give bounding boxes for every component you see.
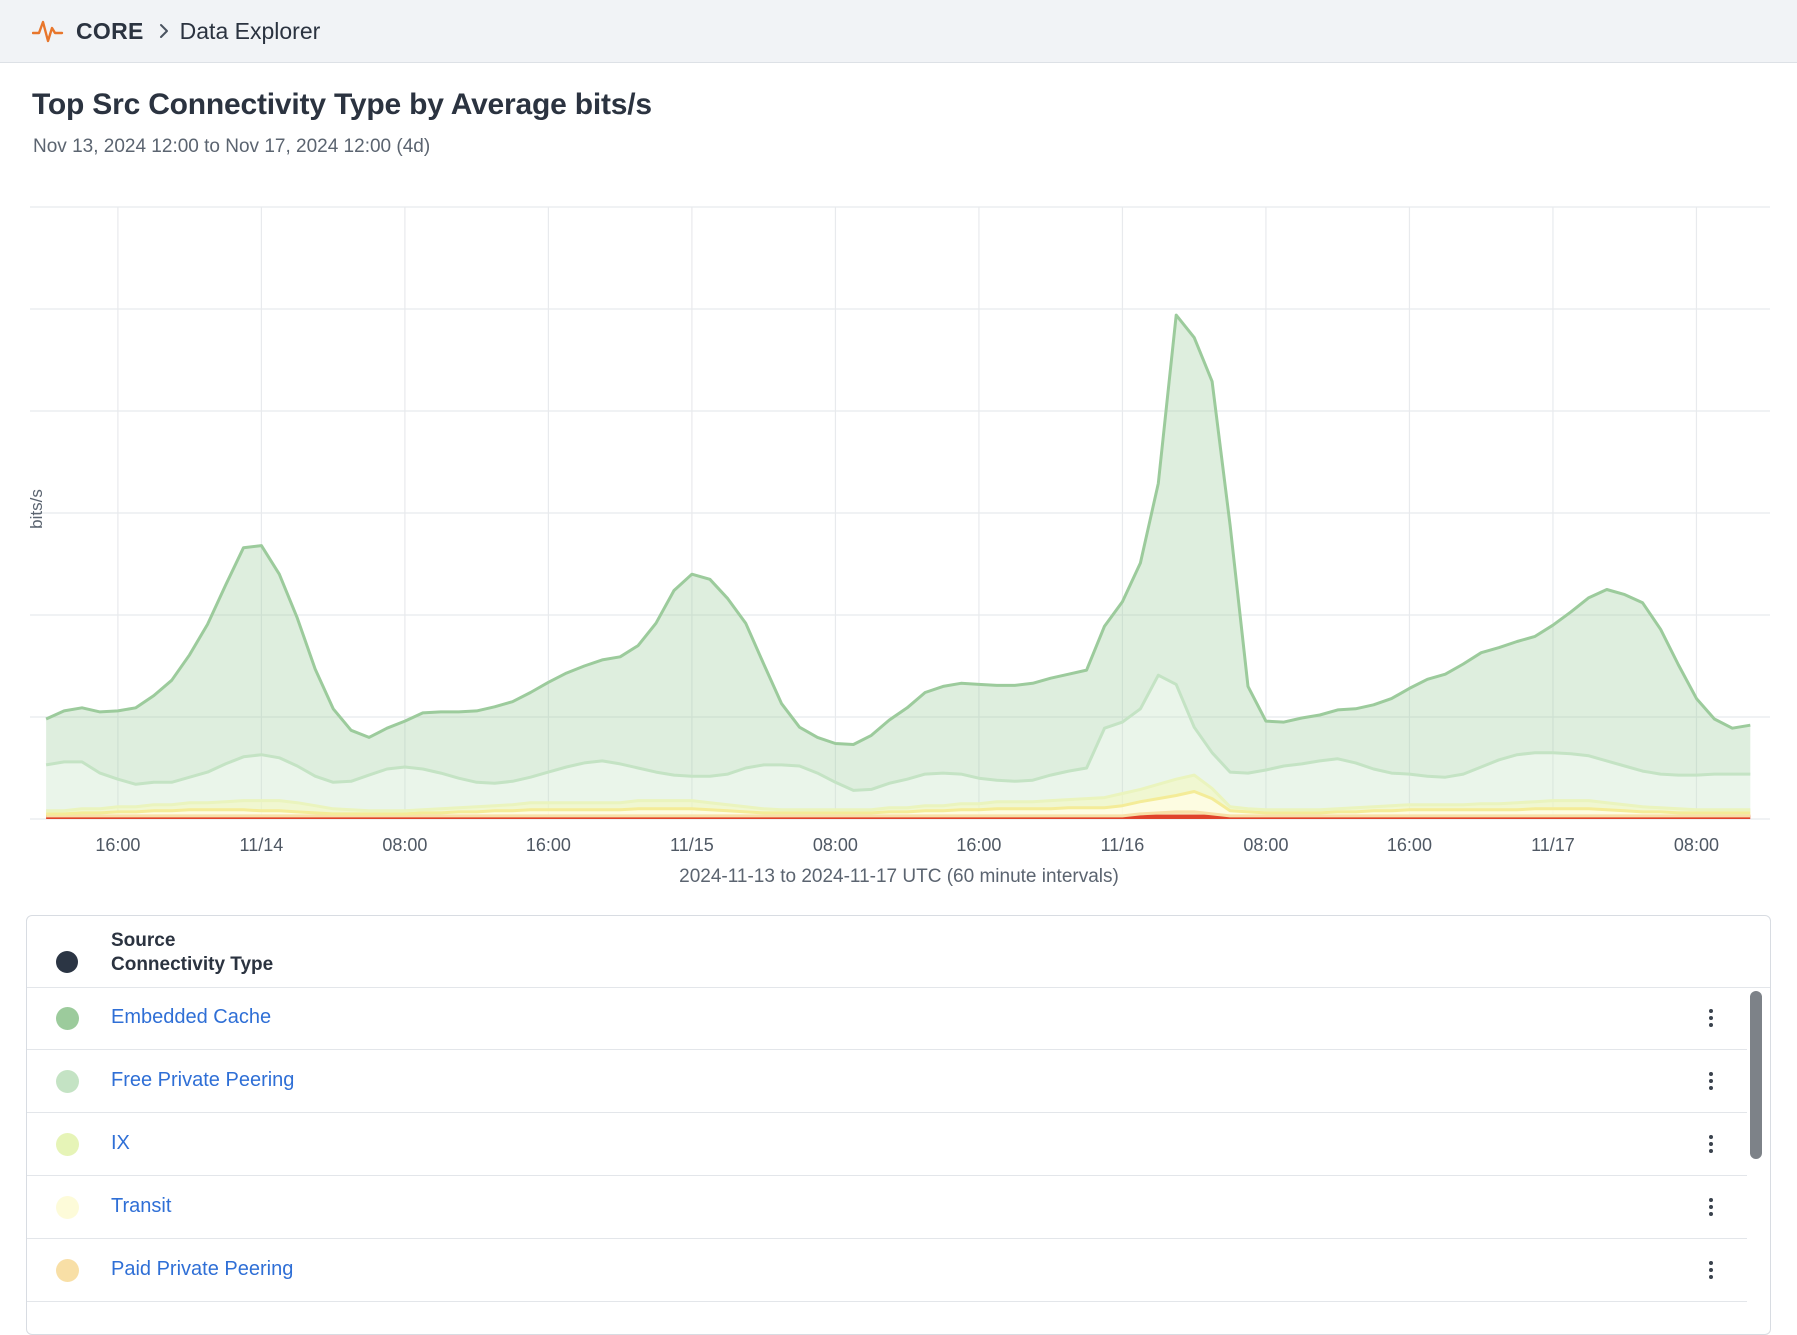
legend-label-embedded-cache[interactable]: Embedded Cache xyxy=(111,1006,271,1029)
x-tick-label: 08:00 xyxy=(382,835,427,855)
more-options-icon[interactable] xyxy=(1704,1131,1718,1157)
x-tick-label: 11/14 xyxy=(240,835,284,855)
legend-row: Transit xyxy=(27,1176,1747,1239)
legend-row: Paid Private Peering xyxy=(27,1239,1747,1302)
app-name[interactable]: CORE xyxy=(76,18,144,45)
more-options-icon[interactable] xyxy=(1704,1068,1718,1094)
x-tick-label: 11/17 xyxy=(1531,835,1575,855)
legend-swatch xyxy=(56,1133,79,1156)
area-embedded-cache xyxy=(46,315,1750,790)
legend-label-free-private-peering[interactable]: Free Private Peering xyxy=(111,1069,294,1092)
x-tick-label: 11/15 xyxy=(670,835,714,855)
legend-row: Embedded Cache xyxy=(27,987,1747,1050)
x-tick-labels: 16:00 11/14 08:00 16:00 11/15 08:00 16:00 11/16… xyxy=(95,835,1719,855)
legend-swatch xyxy=(56,1196,79,1219)
time-range: Nov 13, 2024 12:00 to Nov 17, 2024 12:00… xyxy=(33,136,430,158)
more-options-icon[interactable] xyxy=(1704,1257,1718,1283)
y-axis-label: bits/s xyxy=(27,489,46,529)
chart-areas xyxy=(46,315,1750,819)
legend-column-header[interactable]: Source Connectivity Type xyxy=(111,929,273,977)
legend-label-transit[interactable]: Transit xyxy=(111,1195,171,1218)
x-tick-label: 08:00 xyxy=(1674,835,1719,855)
legend-swatch xyxy=(56,1070,79,1093)
legend-header-line2: Connectivity Type xyxy=(111,953,273,977)
x-tick-label: 08:00 xyxy=(1243,835,1288,855)
area-chart: 16:00 11/14 08:00 16:00 11/15 08:00 16:00 11/16… xyxy=(0,190,1797,890)
x-tick-label: 16:00 xyxy=(526,835,571,855)
legend-header-dot xyxy=(56,951,78,973)
breadcrumb-data-explorer[interactable]: Data Explorer xyxy=(180,18,321,45)
page-title: Top Src Connectivity Type by Average bit… xyxy=(32,88,652,122)
chevron-right-icon xyxy=(158,23,170,39)
legend-scrollbar[interactable] xyxy=(1749,989,1763,1329)
x-tick-label: 11/16 xyxy=(1101,835,1145,855)
legend-swatch xyxy=(56,1259,79,1282)
legend-label-paid-private-peering[interactable]: Paid Private Peering xyxy=(111,1258,293,1281)
legend-table: Source Connectivity Type Embedded Cache … xyxy=(26,915,1771,1335)
more-options-icon[interactable] xyxy=(1704,1005,1718,1031)
legend-rows: Embedded Cache Free Private Peering IX T… xyxy=(27,987,1747,1302)
more-options-icon[interactable] xyxy=(1704,1194,1718,1220)
scrollbar-thumb[interactable] xyxy=(1750,991,1762,1159)
top-bar: CORE Data Explorer xyxy=(0,0,1797,63)
legend-row: Free Private Peering xyxy=(27,1050,1747,1113)
pulse-icon[interactable] xyxy=(32,16,64,46)
x-tick-label: 08:00 xyxy=(813,835,858,855)
x-tick-label: 16:00 xyxy=(1387,835,1432,855)
x-tick-label: 16:00 xyxy=(956,835,1001,855)
legend-header: Source Connectivity Type xyxy=(27,916,1770,988)
legend-header-line1: Source xyxy=(111,929,273,953)
x-axis-label: 2024-11-13 to 2024-11-17 UTC (60 minute … xyxy=(679,866,1119,887)
legend-row: IX xyxy=(27,1113,1747,1176)
legend-swatch xyxy=(56,1007,79,1030)
legend-label-ix[interactable]: IX xyxy=(111,1132,130,1155)
x-tick-label: 16:00 xyxy=(95,835,140,855)
